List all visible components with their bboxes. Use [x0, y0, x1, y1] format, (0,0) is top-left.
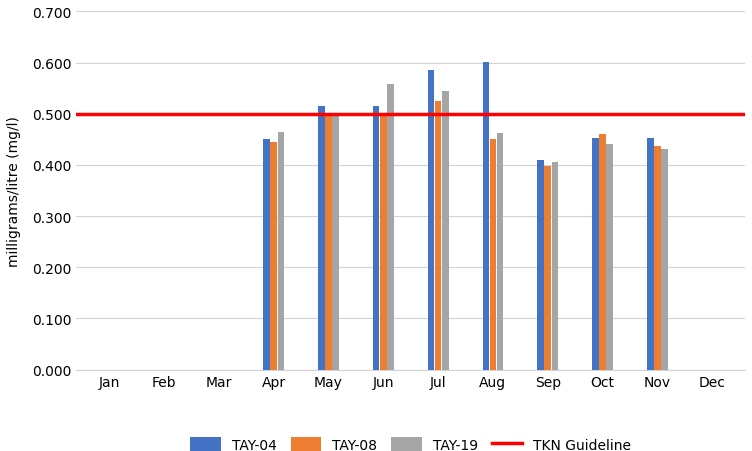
Y-axis label: milligrams/litre (mg/l): milligrams/litre (mg/l) — [7, 116, 21, 267]
Bar — [647, 139, 653, 370]
Bar — [373, 107, 380, 370]
Bar — [661, 149, 668, 370]
Bar — [442, 92, 448, 370]
Bar — [428, 71, 435, 370]
Bar — [497, 134, 503, 370]
Bar — [325, 117, 332, 370]
Bar — [490, 140, 496, 370]
Bar — [592, 139, 599, 370]
Bar — [387, 85, 394, 370]
Bar — [551, 163, 558, 370]
Bar — [263, 140, 270, 370]
Bar — [538, 161, 544, 370]
Bar — [435, 102, 441, 370]
Bar — [380, 115, 387, 370]
Bar — [599, 135, 606, 370]
Legend: TAY-04, TAY-08, TAY-19, TKN Guideline: TAY-04, TAY-08, TAY-19, TKN Guideline — [190, 437, 632, 451]
Bar — [318, 107, 325, 370]
Bar — [606, 145, 613, 370]
Bar — [277, 133, 284, 370]
Bar — [271, 143, 277, 370]
Bar — [544, 166, 551, 370]
Bar — [483, 62, 489, 370]
Bar — [332, 117, 339, 370]
Bar — [654, 146, 661, 370]
